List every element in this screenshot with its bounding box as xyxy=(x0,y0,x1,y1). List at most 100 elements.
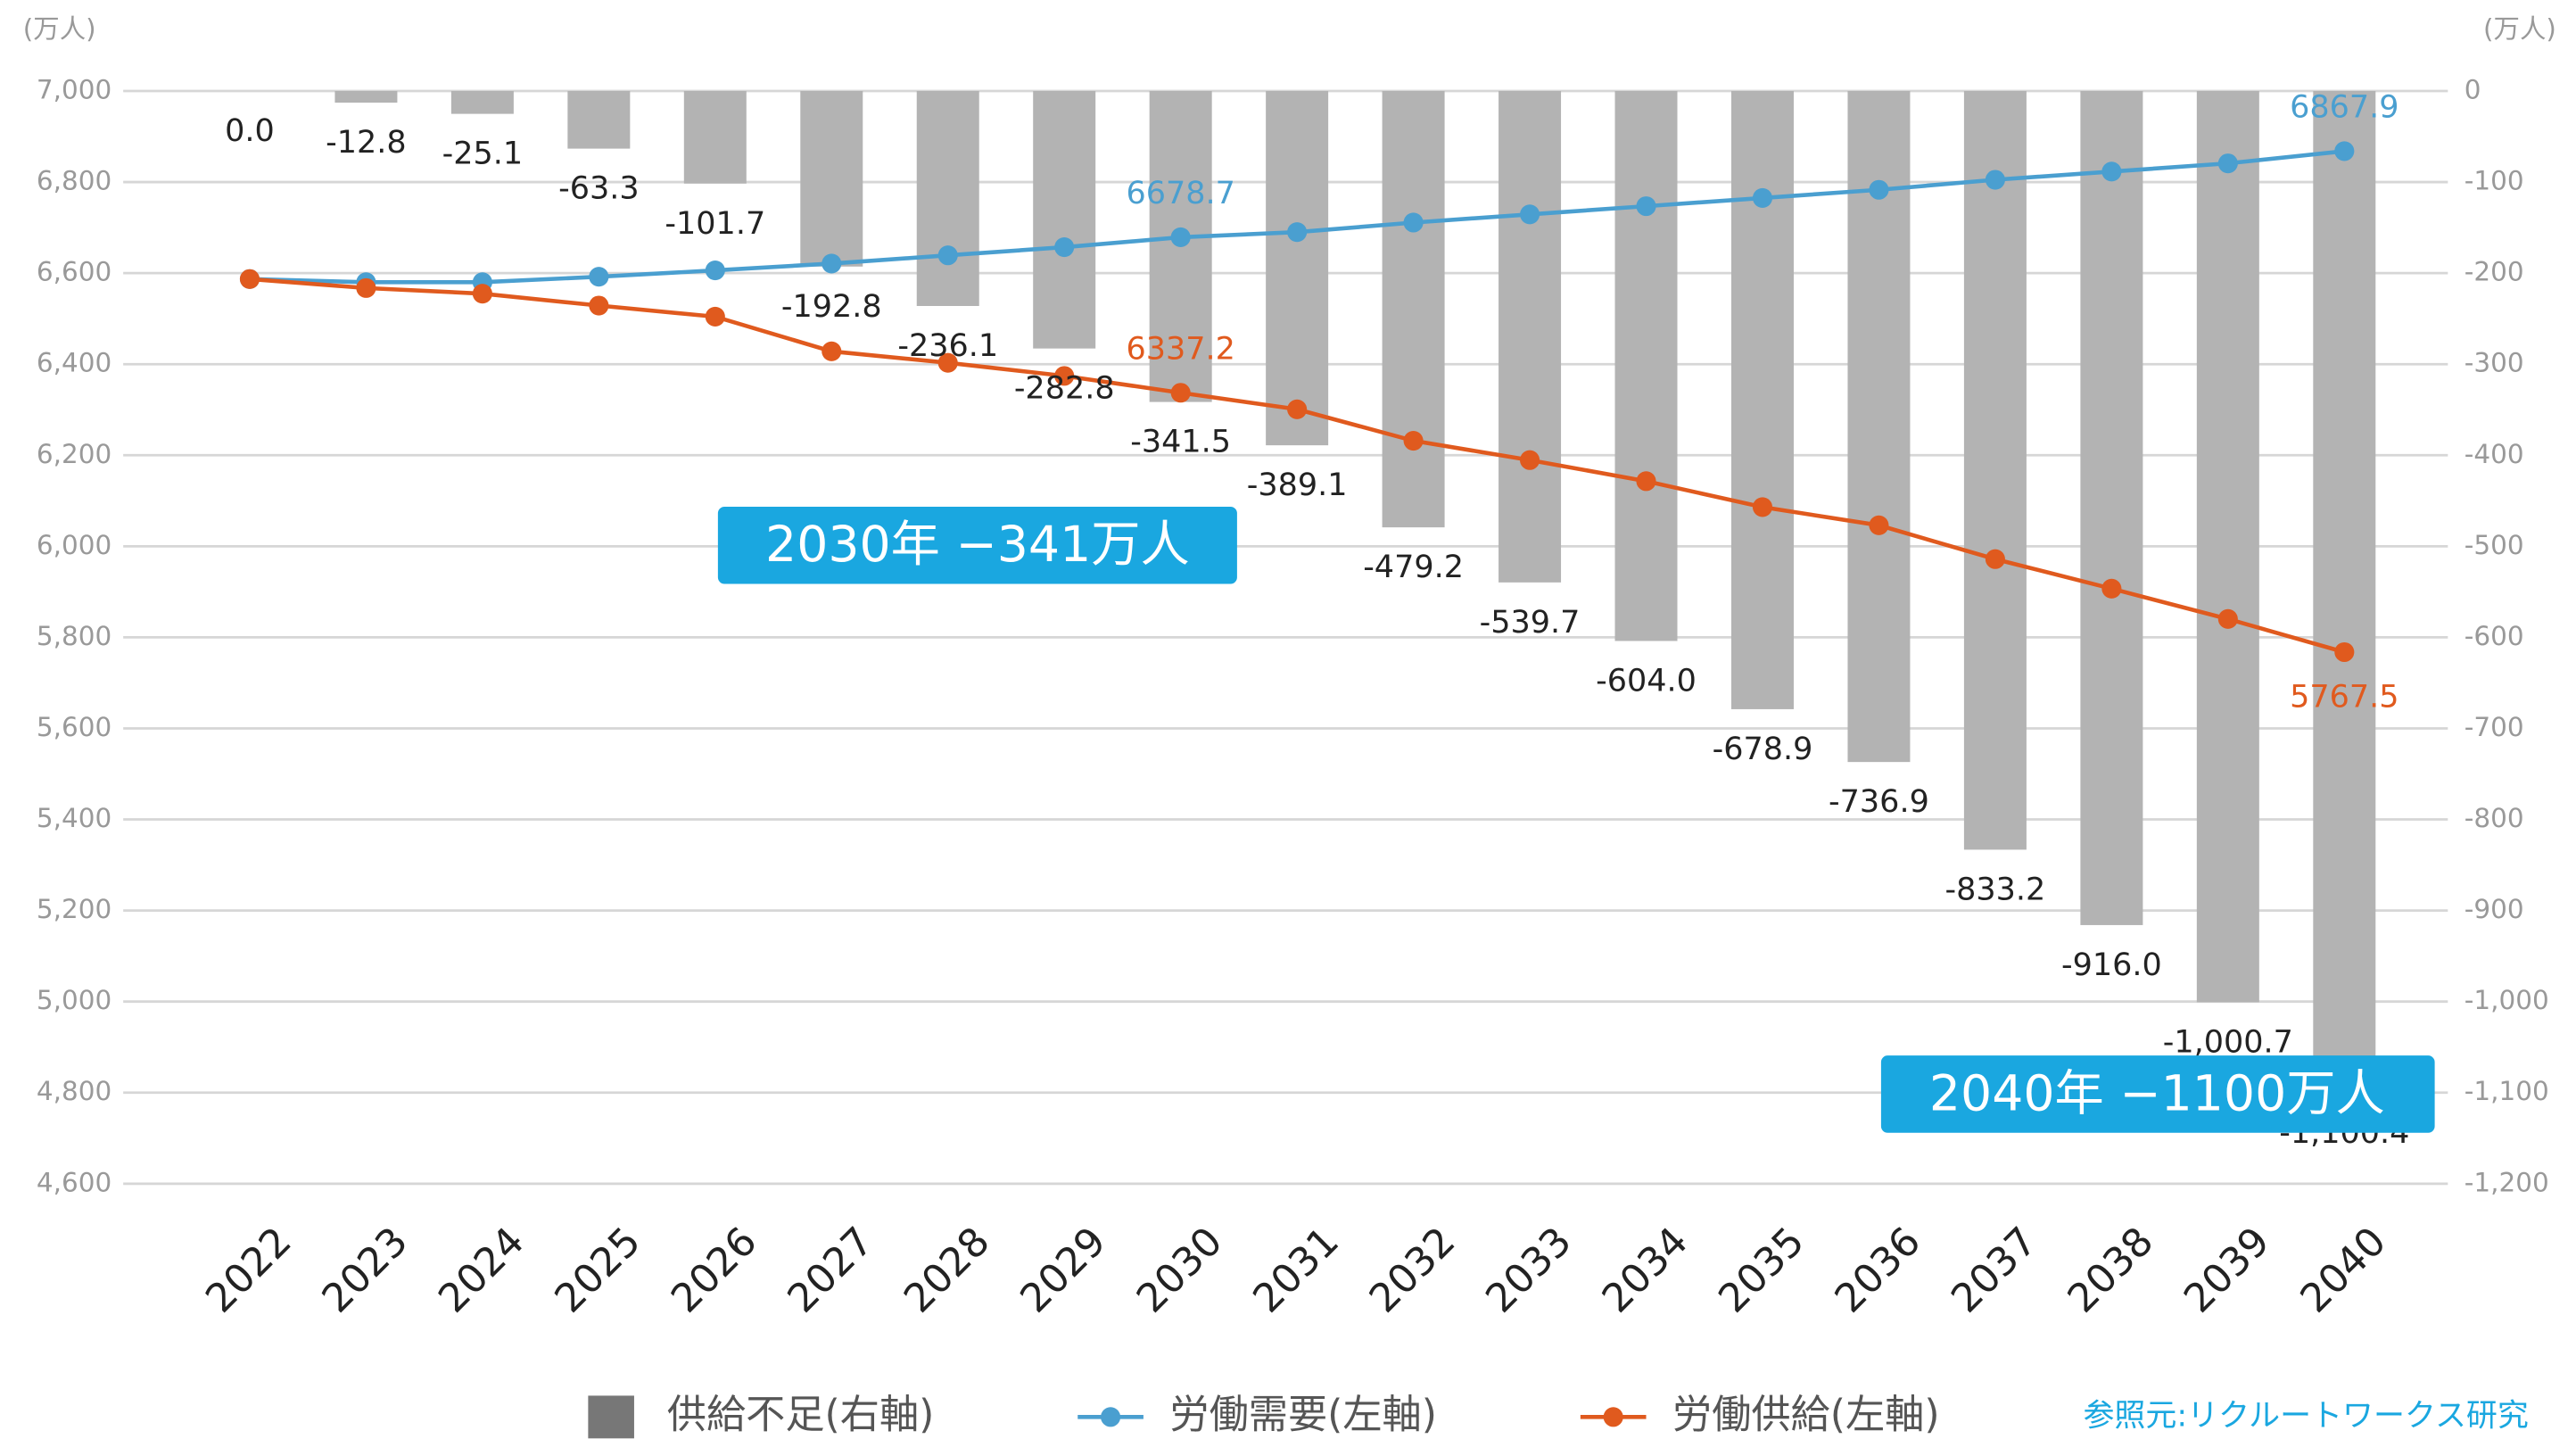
x-tick-label: 2031 xyxy=(1244,1219,1348,1322)
y2-tick-label: -600 xyxy=(2465,621,2524,651)
line-value-label: 5767.5 xyxy=(2290,680,2398,715)
point xyxy=(1054,366,1075,386)
bar-value-label: -678.9 xyxy=(1713,732,1813,767)
callout-box xyxy=(717,506,1237,584)
bar xyxy=(800,90,863,267)
bar xyxy=(1847,90,1911,763)
y2-tick-label: -800 xyxy=(2465,803,2524,833)
point xyxy=(1752,497,1773,517)
bar xyxy=(567,90,631,149)
x-tick-label: 2026 xyxy=(663,1219,766,1322)
point xyxy=(2217,608,2238,629)
point xyxy=(2334,141,2355,161)
bar xyxy=(2196,90,2259,1003)
bar-value-label: -192.8 xyxy=(781,289,882,325)
y-tick-label: 6,200 xyxy=(37,439,111,469)
bar-value-label: 0.0 xyxy=(225,113,275,149)
legend-label: 供給不足(右軸) xyxy=(667,1392,935,1437)
point xyxy=(2101,578,2122,599)
y2-tick-label: -300 xyxy=(2465,348,2524,378)
x-tick-label: 2037 xyxy=(1943,1219,2046,1322)
point xyxy=(1636,471,1656,492)
bar-value-label: -25.1 xyxy=(442,136,524,172)
point xyxy=(1170,383,1191,403)
point xyxy=(1054,236,1075,258)
y-unit: (万人) xyxy=(23,13,96,44)
bar-value-label: -1,000.7 xyxy=(2163,1024,2293,1060)
point xyxy=(705,261,725,281)
x-tick-label: 2032 xyxy=(1361,1219,1465,1322)
y-tick-label: 7,000 xyxy=(37,74,111,104)
point xyxy=(589,295,609,316)
bar xyxy=(1266,90,1329,446)
bar-value-label: -282.8 xyxy=(1014,371,1115,407)
y2-tick-label: -700 xyxy=(2465,712,2524,742)
point xyxy=(2101,161,2122,182)
bar-value-label: -604.0 xyxy=(1596,664,1697,699)
callout: 2030年 −341万人 xyxy=(765,517,1190,574)
bar xyxy=(916,90,979,306)
bar-value-label: -539.7 xyxy=(1480,605,1581,641)
y2-tick-label: -200 xyxy=(2465,257,2524,287)
y2-tick-label: -1,200 xyxy=(2465,1167,2549,1197)
bar-value-label: -341.5 xyxy=(1130,425,1231,460)
y2-unit: (万人) xyxy=(2483,13,2556,44)
point xyxy=(2334,641,2355,663)
point xyxy=(1752,187,1773,208)
bar xyxy=(1033,90,1096,349)
point xyxy=(356,277,376,298)
point xyxy=(1287,399,1308,419)
x-tick-label: 2029 xyxy=(1011,1219,1115,1322)
y-tick-label: 6,600 xyxy=(37,257,111,287)
bar-value-label: -833.2 xyxy=(1945,872,2046,907)
bar-value-label: -736.9 xyxy=(1829,784,1929,820)
bar xyxy=(334,90,398,103)
callout-box xyxy=(1880,1055,2435,1133)
point xyxy=(822,341,842,361)
point xyxy=(937,245,958,266)
y2-tick-label: 0 xyxy=(2465,74,2481,104)
x-tick-label: 2035 xyxy=(1710,1219,1813,1322)
y-tick-label: 5,600 xyxy=(37,712,111,742)
point xyxy=(2217,153,2238,174)
y-tick-label: 5,200 xyxy=(37,894,111,924)
bar xyxy=(450,90,514,114)
line-value-label: 6337.2 xyxy=(1126,331,1234,367)
bar-value-label: -389.1 xyxy=(1247,467,1348,503)
bar-value-label: -236.1 xyxy=(897,328,998,364)
point xyxy=(822,253,842,274)
bar-value-label: -916.0 xyxy=(2061,947,2162,983)
y-tick-label: 6,400 xyxy=(37,348,111,378)
bar-value-label: -63.3 xyxy=(558,171,640,207)
point xyxy=(239,269,260,289)
bar-value-label: -101.7 xyxy=(665,206,765,242)
legend-swatch xyxy=(1603,1407,1623,1427)
bar xyxy=(1963,90,2027,850)
x-tick-label: 2025 xyxy=(547,1219,650,1322)
bar xyxy=(2313,90,2376,1094)
legend-swatch xyxy=(1101,1407,1121,1427)
point xyxy=(472,284,492,304)
bar xyxy=(1614,90,1678,641)
y2-tick-label: -500 xyxy=(2465,530,2524,560)
bar xyxy=(683,90,747,184)
y-tick-label: 5,800 xyxy=(37,621,111,651)
point xyxy=(1520,204,1540,225)
y-tick-label: 5,400 xyxy=(37,803,111,833)
x-tick-label: 2034 xyxy=(1594,1219,1697,1322)
point xyxy=(1869,179,1889,200)
x-tick-label: 2030 xyxy=(1128,1219,1232,1322)
bar xyxy=(1499,90,1562,583)
x-tick-label: 2033 xyxy=(1477,1219,1581,1322)
point xyxy=(589,267,609,287)
point xyxy=(1520,450,1540,470)
point xyxy=(1403,212,1424,233)
bar xyxy=(2080,90,2143,925)
callout: 2040年 −1100万人 xyxy=(1929,1065,2385,1122)
legend-swatch xyxy=(588,1395,634,1439)
y2-tick-label: -100 xyxy=(2465,166,2524,196)
x-tick-label: 2022 xyxy=(197,1219,301,1322)
x-tick-label: 2040 xyxy=(2291,1219,2395,1322)
bar xyxy=(1730,90,1794,709)
